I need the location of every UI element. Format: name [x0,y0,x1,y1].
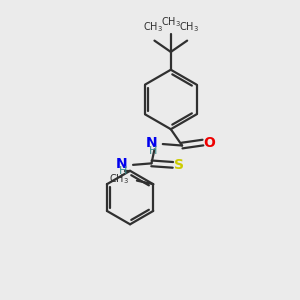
Text: H: H [149,146,158,156]
Text: S: S [174,158,184,172]
Text: H: H [119,167,128,176]
Text: N: N [116,157,128,171]
Text: CH$_3$: CH$_3$ [143,20,163,34]
Text: CH$_3$: CH$_3$ [109,172,129,186]
Text: CH$_3$: CH$_3$ [161,15,181,29]
Text: CH$_3$: CH$_3$ [178,20,199,34]
Text: O: O [203,136,215,150]
Text: N: N [146,136,158,150]
